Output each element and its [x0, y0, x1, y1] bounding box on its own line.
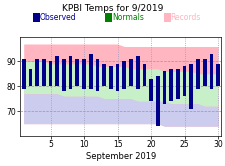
Bar	[128, 59, 132, 86]
Bar	[68, 56, 72, 89]
Text: Observed: Observed	[39, 13, 76, 22]
Bar	[122, 61, 126, 89]
Bar	[175, 69, 179, 99]
Bar	[62, 59, 65, 91]
Bar	[108, 66, 112, 89]
Bar	[142, 64, 146, 86]
Bar	[82, 59, 86, 89]
Bar	[22, 59, 25, 89]
Bar	[55, 56, 59, 86]
Text: Normals: Normals	[111, 13, 143, 22]
Text: Records: Records	[170, 13, 200, 22]
Bar	[95, 59, 99, 91]
Bar	[155, 76, 159, 126]
Bar	[215, 64, 219, 86]
Bar	[35, 59, 39, 86]
Bar	[169, 69, 172, 101]
Text: KPBI Temps for 9/2019: KPBI Temps for 9/2019	[62, 4, 163, 13]
Bar	[195, 59, 199, 89]
X-axis label: September 2019: September 2019	[86, 152, 155, 161]
Bar	[202, 59, 206, 86]
Bar	[88, 54, 92, 89]
Bar	[182, 66, 186, 96]
Bar	[189, 64, 192, 109]
Bar	[48, 61, 52, 86]
Bar	[115, 64, 119, 91]
Bar	[148, 79, 152, 101]
Bar	[75, 59, 79, 86]
Bar	[102, 64, 106, 86]
Bar	[209, 54, 212, 89]
Bar	[28, 69, 32, 86]
Bar	[162, 71, 166, 104]
Bar	[135, 56, 139, 89]
Bar	[42, 59, 45, 86]
